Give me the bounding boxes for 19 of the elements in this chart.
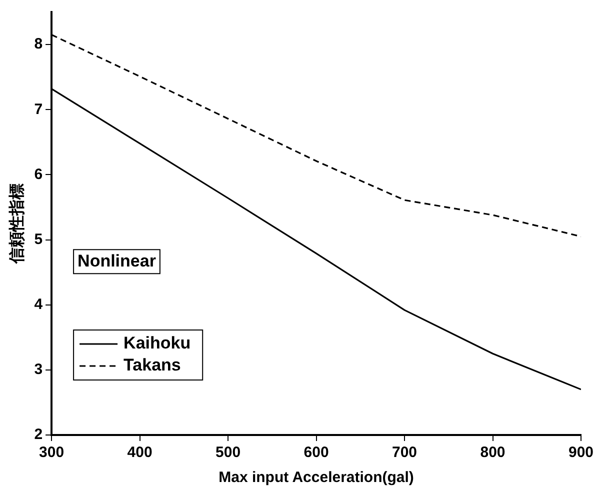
y-tick-label: 7 — [34, 100, 43, 118]
x-tick-label: 300 — [39, 444, 64, 462]
x-tick-label: 800 — [480, 444, 506, 462]
x-tick-label: 500 — [216, 444, 241, 462]
y-tick-label: 3 — [34, 361, 43, 378]
legend-label: Kaihoku — [124, 334, 191, 353]
annotation: Nonlinear — [78, 251, 156, 270]
x-tick-label: 900 — [568, 444, 594, 462]
x-tick-label: 400 — [127, 444, 152, 462]
y-tick-label: 2 — [34, 426, 43, 444]
y-axis-title: 信頼性指標 — [6, 184, 26, 264]
y-tick-label: 4 — [34, 296, 44, 313]
y-tick-label: 5 — [34, 230, 43, 248]
x-tick-label: 600 — [304, 444, 329, 462]
legend-label: Takans — [124, 356, 181, 375]
y-tick-label: 8 — [34, 36, 43, 53]
x-axis-title: Max input Acceleration(gal) — [218, 469, 414, 486]
x-tick-label: 700 — [392, 444, 418, 462]
y-tick-label: 6 — [34, 166, 43, 183]
